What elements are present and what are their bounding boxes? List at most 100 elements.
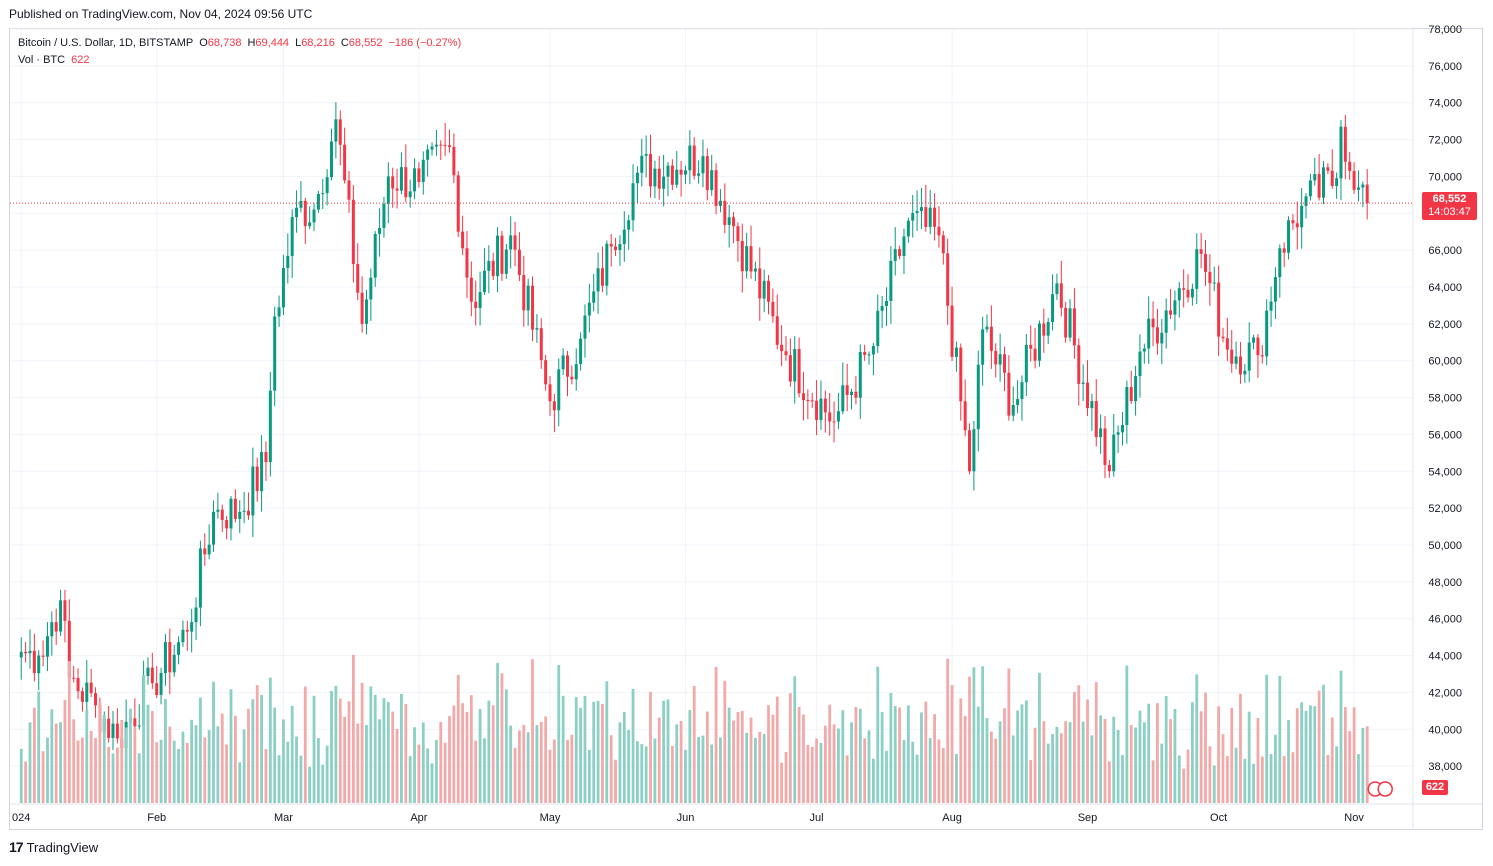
candle-body — [587, 302, 591, 316]
symbol-title[interactable]: Bitcoin / U.S. Dollar, 1D, BITSTAMP — [18, 37, 194, 49]
volume-bar — [898, 707, 902, 803]
low-value: 68,216 — [301, 37, 335, 49]
x-tick-label: Jul — [810, 812, 824, 824]
volume-bar — [1260, 756, 1264, 803]
volume-bar — [360, 682, 364, 803]
candle-body — [1265, 310, 1269, 357]
volume-bar — [784, 752, 788, 803]
candle-body — [295, 207, 299, 218]
volume-label[interactable]: Vol · BTC — [18, 54, 66, 66]
candle-body — [1173, 300, 1177, 315]
volume-bar — [1094, 682, 1098, 803]
volume-bar — [111, 753, 115, 803]
volume-bar — [788, 693, 792, 803]
volume-bar — [596, 700, 600, 803]
volume-bar — [382, 698, 386, 803]
volume-bar — [662, 700, 666, 803]
y-tick-label: 70,000 — [1428, 171, 1462, 183]
y-tick-label: 56,000 — [1428, 429, 1462, 441]
candle-body — [609, 243, 613, 247]
candle-body — [1273, 277, 1277, 302]
volume-bar — [941, 748, 945, 803]
candle-body — [177, 642, 181, 655]
volume-bar — [303, 686, 307, 803]
volume-bar — [1326, 754, 1330, 803]
x-tick-label: Apr — [410, 812, 427, 824]
volume-bar — [893, 706, 897, 803]
volume-bar — [832, 724, 836, 803]
volume-bar — [312, 695, 316, 803]
volume-bar — [417, 744, 421, 803]
candle-body — [666, 165, 670, 177]
candle-body — [242, 510, 246, 512]
volume-bar — [225, 744, 229, 803]
candle-body — [356, 264, 360, 293]
footer-brand[interactable]: 17 TradingView — [9, 839, 98, 855]
volume-bar — [32, 707, 36, 803]
candle-body — [137, 725, 141, 727]
volume-bar — [767, 705, 770, 803]
candle-body — [723, 200, 727, 225]
candle-body — [876, 310, 880, 346]
volume-bar — [347, 701, 351, 803]
volume-bar — [762, 734, 766, 803]
candle-body — [1160, 332, 1164, 344]
volume-bar — [338, 698, 342, 803]
candle-body — [600, 268, 604, 286]
candle-body — [1002, 354, 1006, 373]
volume-bar — [94, 737, 97, 803]
candle-body — [670, 165, 674, 185]
x-tick-label: Mar — [274, 812, 293, 824]
volume-bar — [207, 729, 211, 803]
volume-bar — [806, 744, 810, 803]
candle-body — [273, 316, 277, 391]
candle-body — [531, 285, 535, 330]
volume-bar — [793, 676, 797, 803]
volume-bar — [308, 766, 312, 803]
close-label: C — [340, 37, 349, 49]
candle-body — [915, 211, 919, 214]
candle-body — [321, 193, 325, 195]
volume-bar — [644, 746, 648, 803]
candle-body — [1199, 249, 1203, 254]
volume-bar — [37, 691, 41, 803]
volume-bar — [356, 723, 360, 803]
volume-bar — [810, 746, 814, 803]
volume-bar — [373, 694, 377, 803]
candle-body — [19, 651, 23, 658]
volume-bar — [579, 707, 582, 803]
candle-body — [592, 291, 596, 303]
volume-bar — [1348, 731, 1352, 803]
volume-bar — [526, 732, 530, 803]
volume-bar — [115, 747, 119, 803]
volume-bar — [902, 740, 906, 803]
volume-bar — [1291, 752, 1295, 803]
candle-body — [1033, 348, 1037, 361]
volume-bar — [212, 681, 215, 803]
volume-bar — [850, 722, 853, 803]
volume-bar — [107, 746, 111, 803]
volume-bar — [124, 727, 128, 803]
candle-body — [517, 249, 521, 276]
candle-body — [1055, 283, 1059, 295]
volume-bar — [190, 719, 194, 803]
candle-body — [360, 292, 364, 324]
candle-body — [596, 268, 600, 292]
candle-body — [618, 244, 622, 251]
y-tick-label: 46,000 — [1428, 614, 1462, 626]
candle-body — [268, 390, 272, 463]
volume-bar — [483, 738, 486, 803]
candle-body — [1300, 205, 1304, 228]
volume-bar — [522, 724, 526, 803]
candle-body — [828, 412, 832, 422]
volume-bar — [1038, 672, 1041, 803]
volume-bar — [242, 729, 246, 803]
candle-body — [714, 170, 718, 206]
candle-body — [758, 268, 762, 299]
volume-value: 622 — [71, 54, 90, 66]
volume-bar — [378, 719, 381, 803]
volume-bar — [1300, 702, 1304, 803]
candle-body — [395, 188, 399, 191]
candle-body — [1287, 220, 1291, 253]
